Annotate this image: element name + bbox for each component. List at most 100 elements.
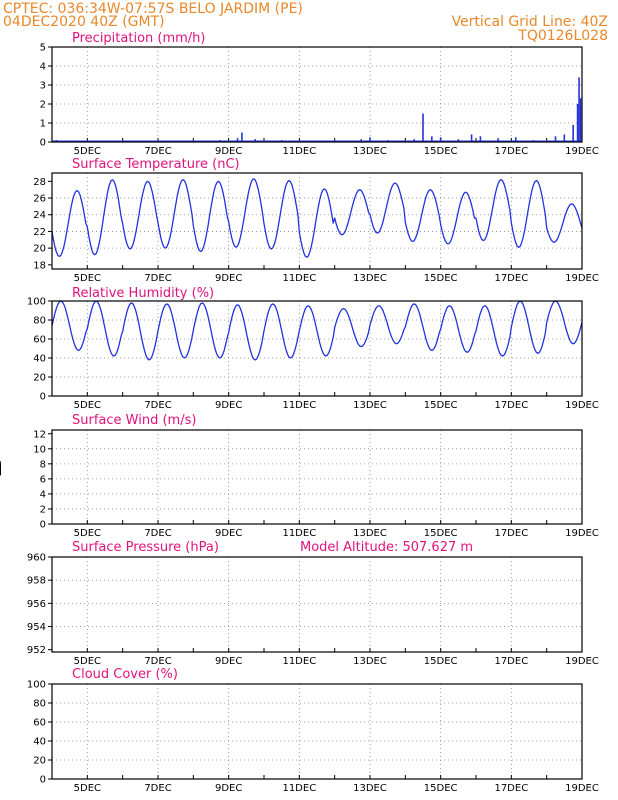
y-tick-label: 0 [40,392,46,403]
x-tick-label: 15DEC [424,656,458,667]
y-tick-label: 956 [27,599,46,610]
y-tick-label: 80 [33,316,46,327]
y-tick-label: 5 [40,43,46,54]
x-tick-label: 17DEC [494,146,528,157]
y-tick-label: 0 [40,775,46,786]
y-tick-label: 20 [33,373,46,384]
x-tick-label: 5DEC [74,273,101,284]
y-tick-label: 20 [33,756,46,767]
panel-frame [51,300,583,397]
x-tick-label: 9DEC [215,528,242,539]
y-tick-label: 20 [33,244,46,255]
y-tick-label: 60 [33,718,46,729]
y-tick-label: 2 [40,100,46,111]
x-tick-label: 15DEC [424,400,458,411]
y-tick-label: 0 [40,520,46,531]
y-tick-label: 60 [33,335,46,346]
wind-title: Surface Wind (m/s) [72,413,196,428]
panel-frame [51,172,583,270]
y-tick-label: 2 [40,504,46,515]
x-tick-label: 11DEC [282,528,316,539]
x-tick-label: 19DEC [565,528,599,539]
y-tick-label: 3 [40,81,46,92]
y-tick-label: 24 [33,210,46,221]
x-tick-label: 9DEC [215,783,242,794]
x-tick-label: 13DEC [353,656,387,667]
y-tick-label: 8 [40,459,46,470]
y-tick-label: 10 [33,444,46,455]
x-tick-label: 15DEC [424,146,458,157]
x-tick-label: 19DEC [565,400,599,411]
x-tick-label: 7DEC [144,656,171,667]
x-tick-label: 13DEC [353,273,387,284]
x-tick-label: 13DEC [353,528,387,539]
y-tick-label: 26 [33,194,46,205]
x-tick-label: 17DEC [494,273,528,284]
panel-frame [51,46,583,143]
panel-frame [51,556,583,653]
y-tick-label: 952 [27,645,46,656]
temp-title: Surface Temperature (nC) [72,157,240,172]
y-tick-label: 18 [33,260,46,271]
y-tick-label: 28 [33,177,46,188]
y-tick-label: 100 [27,297,46,308]
cloud-title: Cloud Cover (%) [72,667,178,682]
x-tick-label: 11DEC [282,400,316,411]
x-tick-label: 11DEC [282,783,316,794]
x-tick-label: 13DEC [353,146,387,157]
x-tick-label: 7DEC [144,528,171,539]
x-tick-label: 13DEC [353,783,387,794]
y-tick-label: 958 [27,576,46,587]
y-tick-label: 0 [40,138,46,149]
y-tick-label: 960 [27,553,46,564]
y-tick-label: 1 [40,119,46,130]
header-grid-line: Vertical Grid Line: 40Z [452,14,608,30]
y-tick-label: 100 [27,680,46,691]
x-tick-label: 5DEC [74,528,101,539]
x-tick-label: 11DEC [282,656,316,667]
precip-title: Precipitation (mm/h) [72,31,205,46]
x-tick-label: 7DEC [144,273,171,284]
y-tick-label: 80 [33,699,46,710]
y-tick-label: 22 [33,227,46,238]
x-tick-label: 5DEC [74,146,101,157]
panel-frame [51,683,583,780]
pressure-altitude-note: Model Altitude: 507.627 m [300,540,473,555]
pressure-title: Surface Pressure (hPa) [72,540,219,555]
x-tick-label: 13DEC [353,400,387,411]
x-tick-label: 9DEC [215,273,242,284]
x-tick-label: 17DEC [494,656,528,667]
x-tick-label: 5DEC [74,783,101,794]
y-tick-label: 40 [33,737,46,748]
y-tick-label: 4 [40,62,46,73]
y-tick-label: 4 [40,489,46,500]
x-tick-label: 9DEC [215,400,242,411]
x-tick-label: 11DEC [282,146,316,157]
x-tick-label: 9DEC [215,656,242,667]
x-tick-label: 7DEC [144,783,171,794]
x-tick-label: 7DEC [144,146,171,157]
x-tick-label: 11DEC [282,273,316,284]
y-tick-label: 40 [33,354,46,365]
x-tick-label: 5DEC [74,400,101,411]
x-tick-label: 17DEC [494,528,528,539]
x-tick-label: 7DEC [144,400,171,411]
x-tick-label: 17DEC [494,400,528,411]
x-tick-label: 19DEC [565,146,599,157]
x-tick-label: 15DEC [424,273,458,284]
x-tick-label: 15DEC [424,528,458,539]
x-tick-label: 5DEC [74,656,101,667]
humidity-line [51,300,583,361]
header-model-code: TQ0126L028 [517,28,608,44]
x-tick-label: 19DEC [565,273,599,284]
x-tick-label: 19DEC [565,783,599,794]
x-tick-label: 15DEC [424,783,458,794]
temperature-line [51,178,583,258]
x-tick-label: 17DEC [494,783,528,794]
y-tick-label: 12 [33,429,46,440]
x-tick-label: 9DEC [215,146,242,157]
y-tick-label: 6 [40,474,46,485]
x-tick-label: 19DEC [565,656,599,667]
